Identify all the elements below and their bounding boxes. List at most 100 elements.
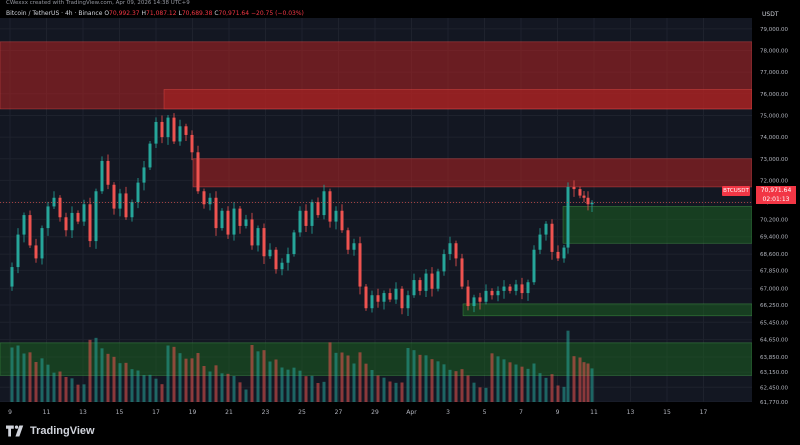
candle-body <box>76 212 80 222</box>
candle-body <box>142 167 146 183</box>
volume-bar <box>316 383 320 402</box>
volume-bar <box>358 352 362 402</box>
x-tick-label: 3 <box>446 409 450 416</box>
candle-body <box>268 249 272 257</box>
candle-body <box>286 254 290 263</box>
x-tick-label: 15 <box>116 409 124 416</box>
candle-body <box>430 273 434 289</box>
volume-bar <box>394 382 398 402</box>
volume-bar <box>544 377 548 402</box>
candle-body <box>460 258 464 287</box>
x-tick-label: 21 <box>225 409 233 416</box>
tradingview-brand: TradingView <box>30 425 95 437</box>
x-tick-label: 13 <box>79 409 87 416</box>
candle-body <box>82 204 86 222</box>
volume-bar <box>112 356 116 402</box>
volume-bar <box>232 376 236 402</box>
volume-bar <box>508 362 512 402</box>
y-tick-label: 63,850.00 <box>760 355 788 361</box>
y-tick-label: 64,650.00 <box>760 338 788 344</box>
volume-bar <box>424 355 428 402</box>
candle-body <box>196 152 200 192</box>
tradingview-footer[interactable]: TradingView <box>6 425 95 437</box>
candle-body <box>220 210 224 229</box>
volume-bar <box>34 362 38 402</box>
candle-body <box>520 284 524 294</box>
candle-body <box>160 121 164 138</box>
x-tick-label: 27 <box>335 409 343 416</box>
candle-body <box>572 186 576 190</box>
candle-body <box>124 193 128 218</box>
y-tick-label: 67,000.00 <box>760 287 788 293</box>
y-tick-label: 78,000.00 <box>760 48 788 54</box>
volume-bar <box>406 348 410 402</box>
symbol-title[interactable]: Bitcoin / TetherUS · 4h · Binance <box>6 10 103 17</box>
volume-bar <box>226 373 230 402</box>
candle-body <box>88 204 92 242</box>
volume-bar <box>10 347 14 402</box>
y-tick-label: 63,150.00 <box>760 370 788 376</box>
candle-body <box>292 232 296 255</box>
volume-bar <box>28 352 32 402</box>
candle-body <box>578 189 582 196</box>
volume-bar <box>328 342 332 402</box>
volume-bar <box>400 382 404 402</box>
candle-body <box>22 215 26 235</box>
volume-bar <box>490 353 494 402</box>
x-tick-label: 9 <box>556 409 560 416</box>
y-tick-label: 67,850.00 <box>760 268 788 274</box>
candle-body <box>544 223 548 235</box>
volume-bar <box>478 387 482 402</box>
candle-body <box>346 230 350 250</box>
x-tick-label: Apr <box>406 409 417 416</box>
volume-bar <box>578 357 582 402</box>
candle-body <box>358 243 362 287</box>
candle-body <box>16 234 20 268</box>
volume-bar <box>214 365 218 402</box>
volume-bar <box>196 353 200 402</box>
candle-body <box>478 297 482 302</box>
volume-bar <box>136 370 140 402</box>
volume-bar <box>100 348 104 402</box>
candle-body <box>316 202 320 216</box>
volume-bar <box>382 377 386 402</box>
candle-body <box>112 184 116 209</box>
volume-bar <box>202 366 206 402</box>
volume-bar <box>412 350 416 402</box>
candle-body <box>10 267 14 287</box>
x-tick-label: 17 <box>700 409 708 416</box>
candle-body <box>340 210 344 231</box>
candle-body <box>412 280 416 296</box>
volume-bar <box>106 353 110 402</box>
volume-bar <box>262 350 266 402</box>
candle-body <box>244 219 248 226</box>
candle-body <box>566 186 570 248</box>
volume-bar <box>572 356 576 402</box>
candle-body <box>364 286 368 309</box>
volume-bar <box>436 361 440 402</box>
volume-bar <box>448 369 452 402</box>
candle-body <box>424 273 428 291</box>
candle-body <box>382 293 386 302</box>
volume-bar <box>160 384 164 402</box>
volume-bar <box>586 363 590 402</box>
close-label: C <box>214 10 219 17</box>
candle-body <box>202 191 206 205</box>
volume-bar <box>520 366 524 402</box>
volume-bar <box>190 358 194 402</box>
currency-label[interactable]: USDT <box>762 11 779 18</box>
candle-body <box>226 210 230 235</box>
volume-bar <box>184 358 188 402</box>
candle-body <box>250 219 254 246</box>
last-price-value: 70,971.64 <box>760 187 792 194</box>
candle-body <box>502 286 506 291</box>
candle-body <box>46 206 50 229</box>
volume-bar <box>46 364 50 402</box>
volume-bar <box>514 364 518 402</box>
change-value: −20.75 (−0.03%) <box>250 10 304 17</box>
candle-body <box>328 191 332 222</box>
candle-body <box>106 160 110 185</box>
y-tick-label: 66,250.00 <box>760 303 788 309</box>
